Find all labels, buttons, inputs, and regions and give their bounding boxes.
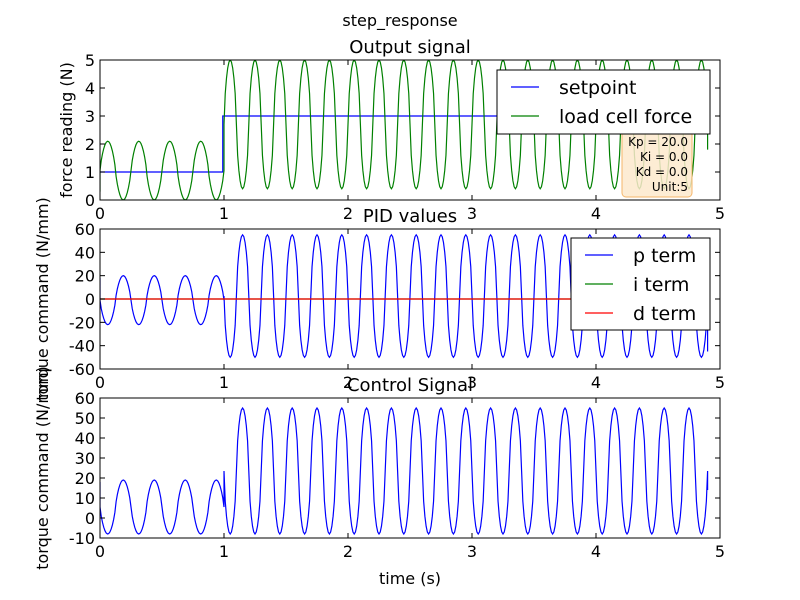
y-tick-label: 2: [85, 135, 95, 154]
series-group: [100, 406, 709, 536]
y-tick-label: 20: [75, 469, 95, 488]
y-tick-label: 20: [75, 267, 95, 286]
annotation-line: Kd = 0.0: [636, 165, 688, 179]
y-tick-label: 50: [75, 409, 95, 428]
annotation-line: Kp = 20.0: [628, 135, 688, 149]
axes-frame: [99, 397, 721, 539]
x-tick-label: 4: [591, 204, 601, 223]
x-tick-label: 0: [95, 373, 105, 392]
subplot-1: 0 1 2 3 4 5 0 1 2 3 4 5 Output signal force reading (…: [57, 37, 725, 223]
x-tick-label: 5: [715, 204, 725, 223]
y-tick-label: 60: [75, 389, 95, 408]
x-tick-label: 1: [219, 542, 229, 561]
legend-label: setpoint: [559, 77, 637, 99]
y-tick-label: 40: [75, 429, 95, 448]
x-tick-label: 0: [95, 204, 105, 223]
x-axis-label: time (s): [379, 569, 441, 588]
y-tick-label: 30: [75, 449, 95, 468]
x-tick-label: 4: [591, 542, 601, 561]
y-tick-label: 0: [85, 191, 95, 210]
x-tick-label: 1: [219, 204, 229, 223]
figure-suptitle: step_response: [342, 11, 457, 31]
x-tick-label: 2: [343, 204, 353, 223]
axes-frame: [99, 59, 721, 201]
legend-frame: [496, 69, 711, 135]
y-axis-label: torque command (N/mm): [33, 197, 52, 401]
y-tick-label: 0: [85, 509, 95, 528]
y-tick-label: -10: [69, 529, 95, 548]
subplot-title: Output signal: [349, 37, 471, 58]
x-tick-label: 3: [467, 542, 477, 561]
x-tick-label: 2: [343, 373, 353, 392]
legend-label: load cell force: [559, 106, 692, 128]
y-tick-label: 5: [85, 51, 95, 70]
legend: p term i term d term: [570, 237, 711, 331]
x-tick-label: 5: [715, 542, 725, 561]
legend-label: p term: [633, 245, 696, 267]
subplot-title: Control Signal: [347, 375, 473, 396]
y-tick-label: 60: [75, 220, 95, 239]
legend-label: i term: [633, 274, 689, 296]
y-tick-label: -40: [69, 337, 95, 356]
y-tick-label: 1: [85, 163, 95, 182]
y-tick-label: -60: [69, 360, 95, 379]
x-tick-label: 5: [715, 373, 725, 392]
x-tick-label: 3: [467, 373, 477, 392]
series-line-control: [100, 406, 709, 536]
x-tick-label: 4: [591, 373, 601, 392]
y-axis-label: force reading (N): [57, 62, 76, 198]
x-tick-label: 1: [219, 373, 229, 392]
subplot-title: PID values: [363, 206, 457, 227]
x-tick-label: 0: [95, 542, 105, 561]
x-tick-label: 2: [343, 542, 353, 561]
x-tick-label: 3: [467, 204, 477, 223]
y-tick-label: -20: [69, 313, 95, 332]
y-axis-label: torque command (N/mm): [33, 366, 52, 570]
legend-label: d term: [633, 303, 696, 325]
y-tick-label: 3: [85, 107, 95, 126]
y-tick-label: 40: [75, 243, 95, 262]
y-tick-label: 10: [75, 489, 95, 508]
y-tick-label: 0: [85, 290, 95, 309]
legend: setpoint load cell force: [496, 69, 711, 135]
annotation-line: Ki = 0.0: [640, 150, 688, 164]
annotation-line: Unit:5: [652, 180, 688, 194]
y-tick-label: 4: [85, 79, 95, 98]
